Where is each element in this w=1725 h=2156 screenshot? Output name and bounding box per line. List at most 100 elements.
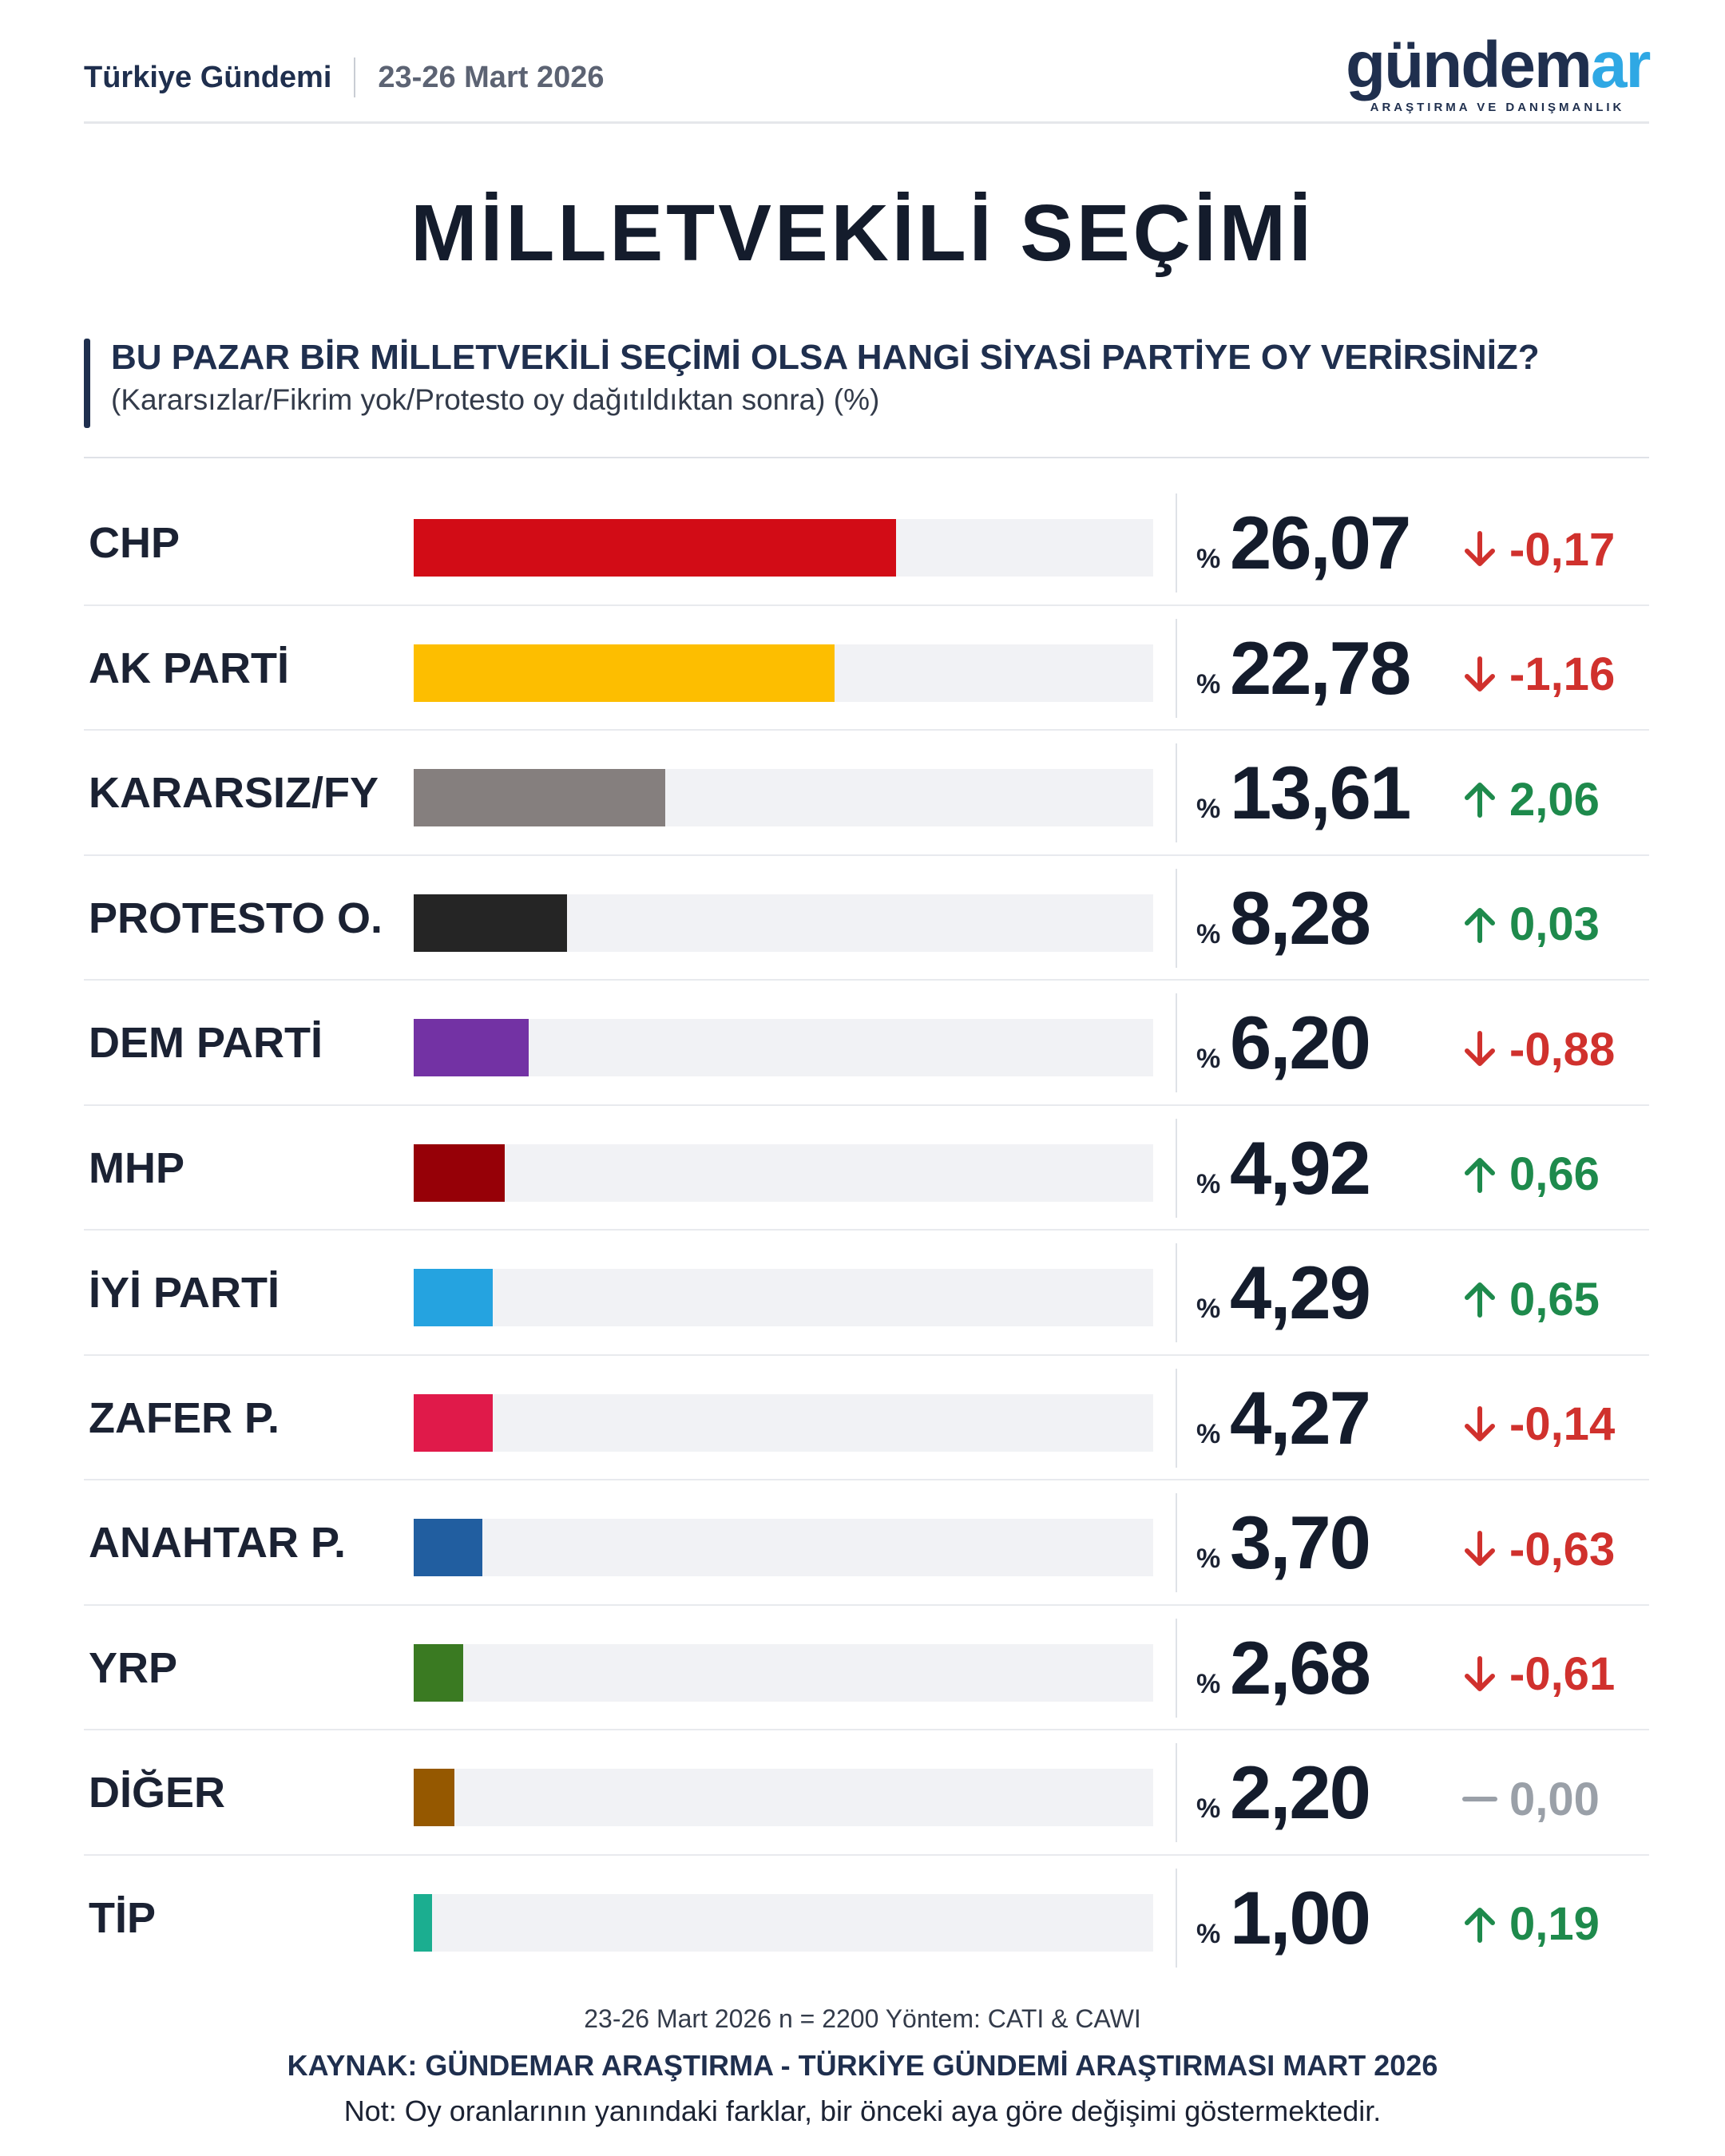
logo-word-accent: ar — [1590, 29, 1652, 101]
party-label: TİP — [89, 1893, 157, 1942]
bar — [414, 769, 666, 826]
header: Türkiye Gündemi 23-26 Mart 2026 gündemar… — [84, 29, 1652, 128]
change-label: -1,16 — [1509, 648, 1616, 700]
value-separator — [1176, 1243, 1177, 1342]
bar-track — [414, 519, 1153, 577]
percent-sign: % — [1196, 1294, 1221, 1324]
party-label: İYİ PARTİ — [89, 1269, 280, 1317]
change-indicator: -0,88 — [1461, 981, 1615, 1105]
party-row: DEM PARTİ% 6,20 -0,88 — [84, 981, 1649, 1106]
percent-sign: % — [1196, 1668, 1221, 1699]
data-label: 4,29 — [1230, 1250, 1371, 1334]
value-separator — [1176, 743, 1177, 842]
bar-track — [414, 1769, 1153, 1826]
party-label: MHP — [89, 1143, 184, 1192]
change-indicator: 0,65 — [1461, 1231, 1600, 1355]
change-label: -0,61 — [1509, 1648, 1616, 1700]
change-indicator: -0,63 — [1461, 1480, 1615, 1605]
data-label: 4,27 — [1230, 1375, 1371, 1460]
data-label: 26,07 — [1230, 501, 1411, 585]
header-separator — [354, 57, 356, 97]
value-separator — [1176, 618, 1177, 718]
question-accent-bar — [84, 339, 90, 428]
value-group: % 8,28 — [1196, 856, 1460, 981]
change-indicator: 0,03 — [1461, 856, 1600, 981]
data-label: 22,78 — [1230, 625, 1411, 710]
bar-track — [414, 1269, 1153, 1326]
change-label: 0,19 — [1509, 1898, 1600, 1950]
change-indicator: -0,61 — [1461, 1606, 1615, 1730]
value-separator — [1176, 1743, 1177, 1842]
bar-track — [414, 1893, 1153, 1952]
value-separator — [1176, 868, 1177, 968]
percent-sign: % — [1196, 1544, 1221, 1574]
value-group: % 26,07 — [1196, 481, 1460, 605]
bar-track — [414, 894, 1153, 952]
party-label: PROTESTO O. — [89, 894, 383, 942]
change-label: -0,88 — [1509, 1023, 1616, 1076]
value-group: % 4,92 — [1196, 1106, 1460, 1231]
party-row: AK PARTİ% 22,78 -1,16 — [84, 606, 1649, 731]
percent-sign: % — [1196, 1918, 1221, 1949]
party-row: KARARSIZ/FY % 13,61 2,06 — [84, 731, 1649, 856]
question-text: BU PAZAR BİR MİLLETVEKİLİ SEÇİMİ OLSA HA… — [111, 338, 1540, 377]
bar-track — [414, 1519, 1153, 1576]
survey-question: BU PAZAR BİR MİLLETVEKİLİ SEÇİMİ OLSA HA… — [84, 335, 1649, 428]
data-label: 6,20 — [1230, 1001, 1371, 1084]
party-row: MHP % 4,92 0,66 — [84, 1106, 1649, 1231]
change-indicator: -1,16 — [1461, 606, 1615, 731]
percent-sign: % — [1196, 668, 1221, 700]
bar — [414, 519, 896, 577]
arrow-up-icon — [1465, 783, 1495, 818]
value-separator — [1176, 1618, 1177, 1718]
party-label: CHP — [89, 519, 180, 567]
change-indicator: 2,06 — [1461, 731, 1600, 855]
logo-word-main: gündem — [1346, 29, 1592, 101]
arrow-down-icon — [1465, 1031, 1495, 1066]
party-label: YRP — [89, 1643, 178, 1692]
change-label: -0,14 — [1509, 1398, 1616, 1450]
arrow-down-icon — [1465, 1655, 1495, 1691]
percent-sign: % — [1196, 1793, 1221, 1824]
party-row: TİP % 1,00 0,19 — [84, 1856, 1649, 1981]
question-subtext: (Kararsızlar/Fikrim yok/Protesto oy dağı… — [111, 383, 880, 416]
bar — [414, 1269, 494, 1326]
change-indicator: -0,14 — [1461, 1356, 1615, 1480]
value-group: % 13,61 — [1196, 731, 1460, 855]
value-group: % 2,68 — [1196, 1606, 1460, 1730]
party-label: KARARSIZ/FY — [89, 769, 379, 817]
bar-track — [414, 644, 1153, 702]
change-indicator: -0,17 — [1461, 481, 1615, 605]
bar — [414, 1143, 505, 1202]
party-row: CHP % 26,07 -0,17 — [84, 481, 1649, 606]
party-row: İYİ PARTİ% 4,29 0,65 — [84, 1231, 1649, 1356]
party-row: PROTESTO O. % 8,28 0,03 — [84, 856, 1649, 981]
change-indicator: 0,00 — [1461, 1730, 1600, 1855]
arrow-down-icon — [1465, 1531, 1495, 1566]
value-group: % 1,00 — [1196, 1856, 1460, 1980]
bar-track — [414, 1393, 1153, 1452]
percent-sign: % — [1196, 918, 1221, 949]
change-label: 0,66 — [1509, 1148, 1600, 1200]
header-date: 23-26 Mart 2026 — [378, 60, 605, 94]
value-group: % 4,29 — [1196, 1231, 1460, 1355]
percent-sign: % — [1196, 1044, 1221, 1074]
party-label: DİĞER — [89, 1769, 226, 1817]
dash-icon — [1462, 1797, 1497, 1801]
percent-sign: % — [1196, 1418, 1221, 1449]
bar-track — [414, 1019, 1153, 1076]
party-label: DEM PARTİ — [89, 1019, 323, 1067]
change-label: 2,06 — [1509, 773, 1600, 826]
party-row: ANAHTAR P.% 3,70 -0,63 — [84, 1480, 1649, 1606]
value-separator — [1176, 1493, 1177, 1592]
value-separator — [1176, 1118, 1177, 1218]
bar — [414, 1393, 493, 1452]
value-group: % 2,20 — [1196, 1730, 1460, 1855]
change-indicator: 0,66 — [1461, 1106, 1600, 1231]
footer-method: 23-26 Mart 2026 n = 2200 Yöntem: CATI & … — [584, 2004, 1141, 2033]
arrow-down-icon — [1465, 656, 1495, 692]
arrow-up-icon — [1465, 1282, 1495, 1318]
bar-track — [414, 769, 1153, 826]
footer-note: Not: Oy oranlarının yanındaki farklar, b… — [343, 2095, 1382, 2127]
data-label: 2,20 — [1230, 1750, 1371, 1834]
